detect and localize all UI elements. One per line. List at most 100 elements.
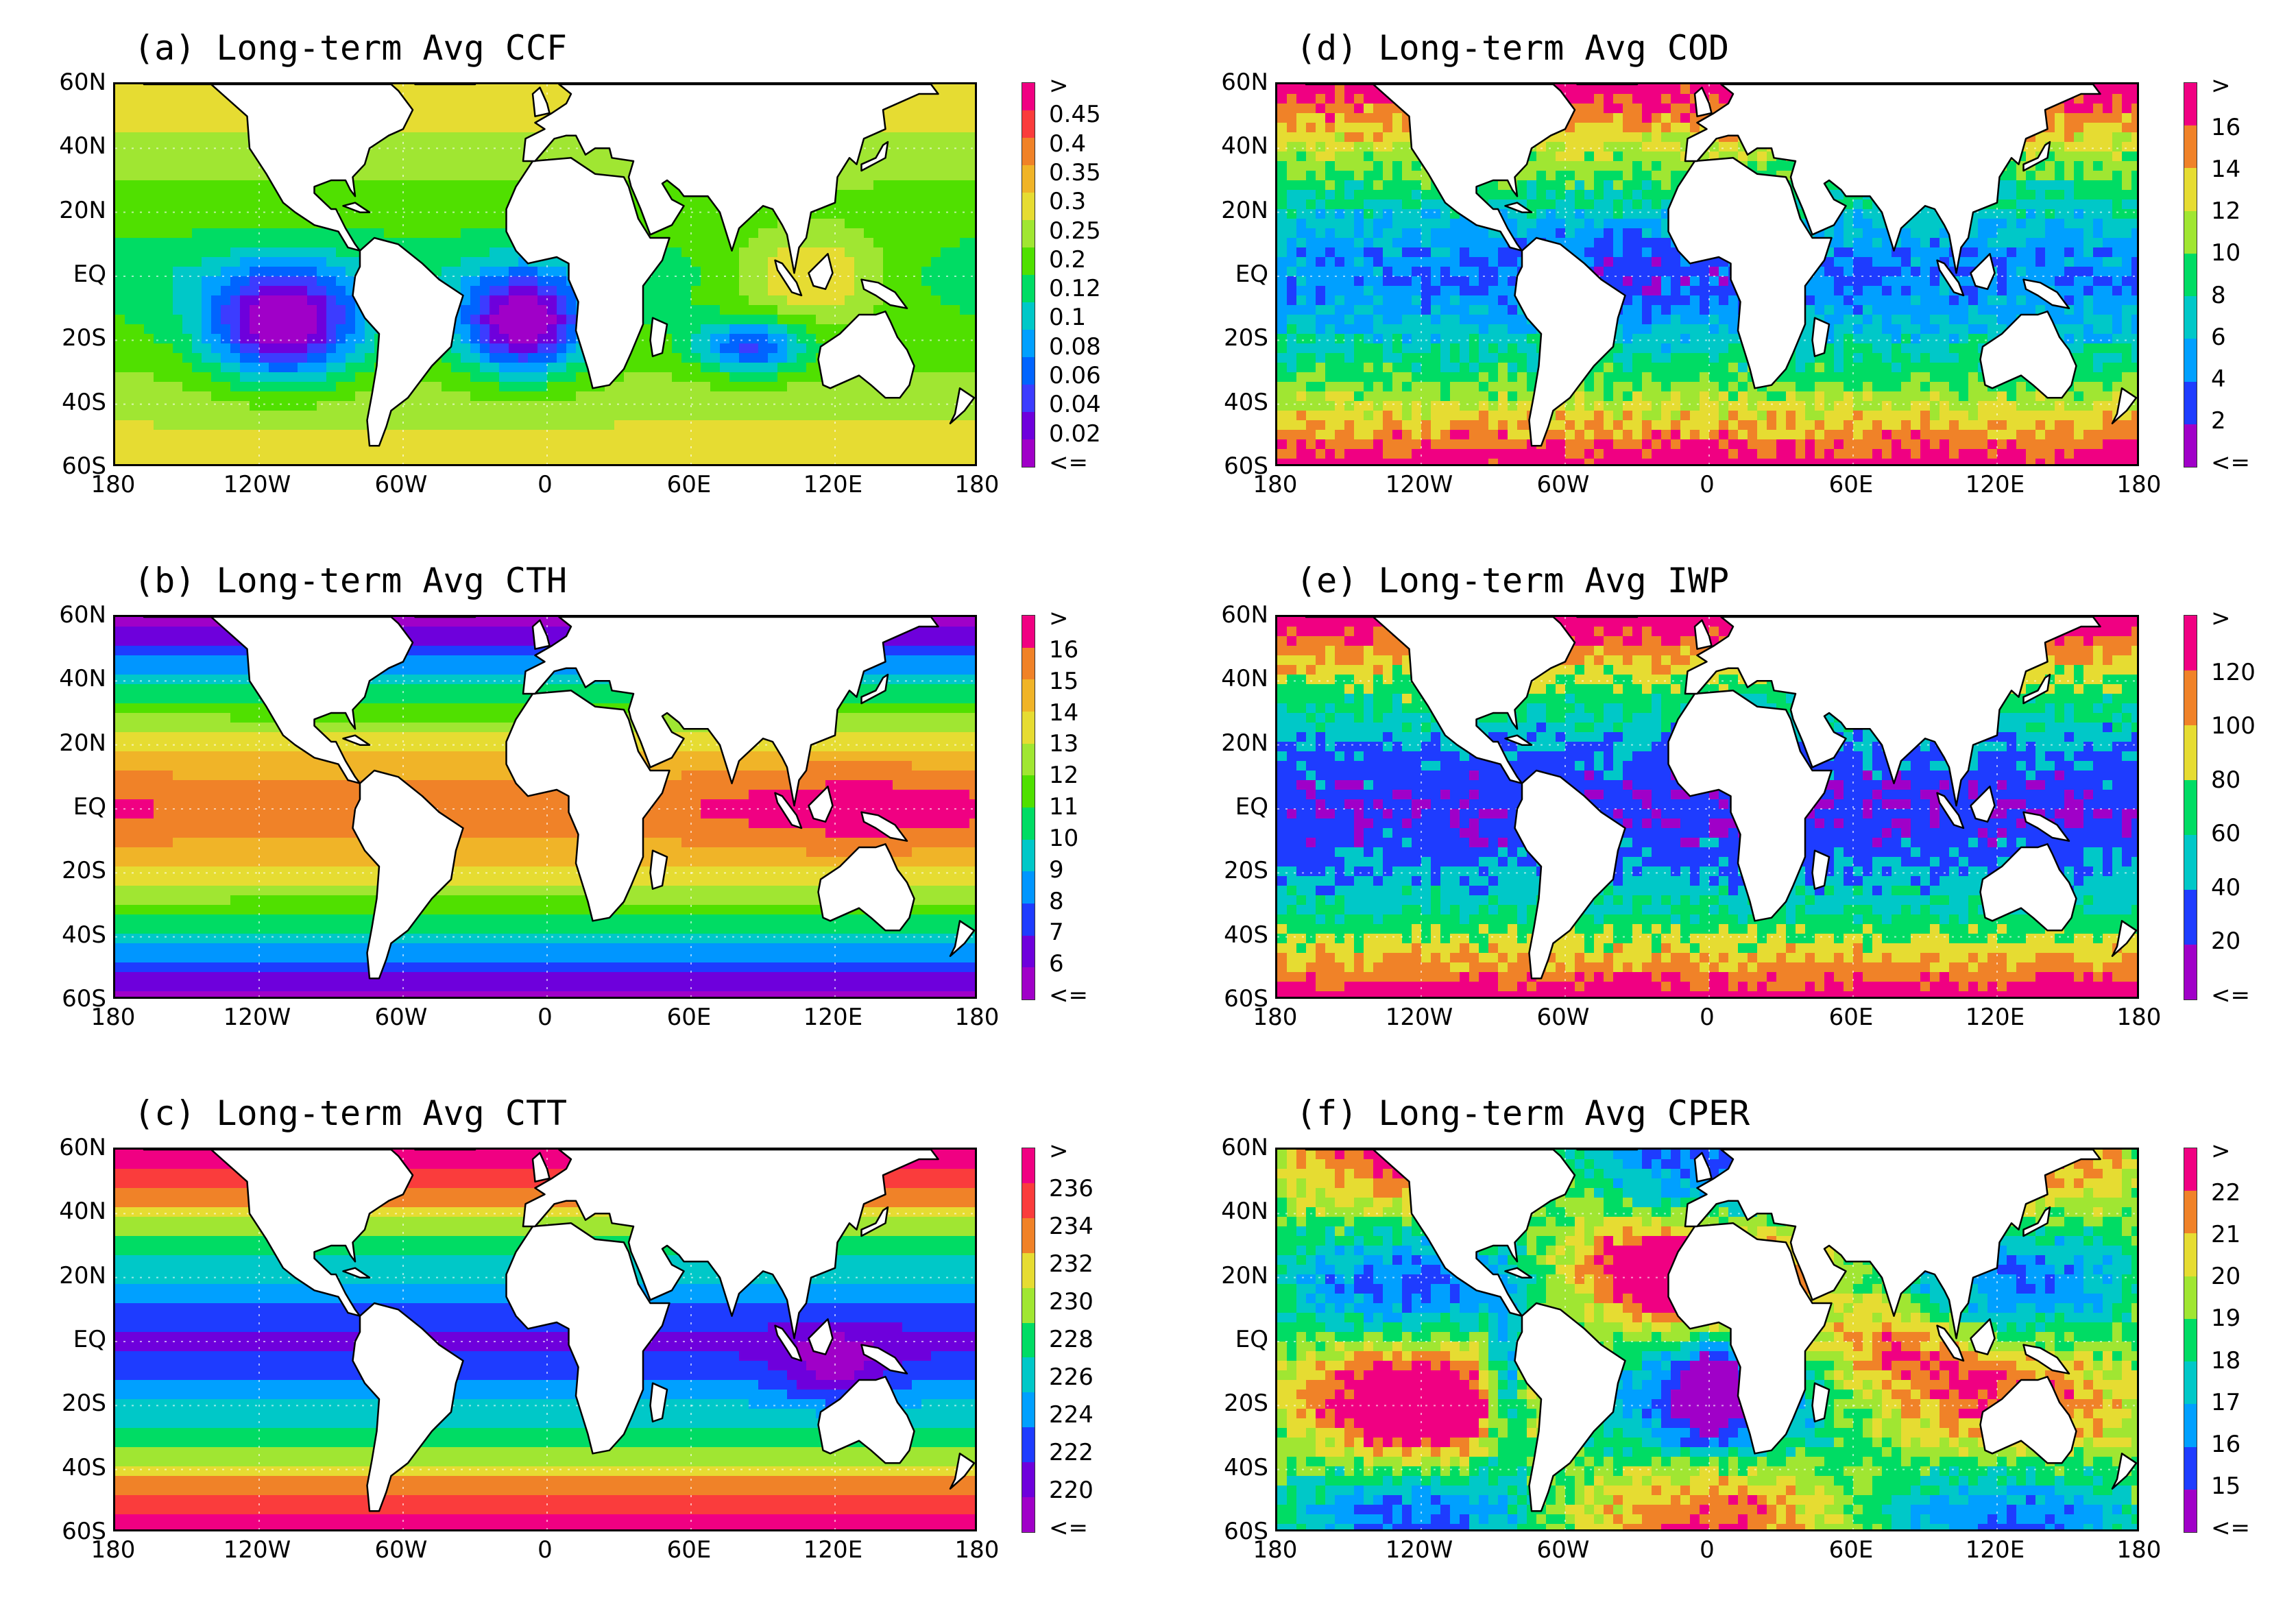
colorbar-segment	[1022, 1427, 1035, 1462]
lon-tick-label: 60W	[360, 1006, 442, 1029]
panel-title: (b) Long-term Avg CTH	[134, 560, 567, 601]
colorbar-segment	[1022, 1392, 1035, 1427]
colorbar-label: 0.12	[1049, 277, 1101, 300]
colorbar-label: >	[2211, 74, 2231, 97]
lat-tick-label: 20N	[24, 1264, 106, 1287]
colorbar-segment	[1022, 220, 1035, 247]
lon-tick-label: 120W	[1378, 473, 1460, 496]
colorbar-label: 224	[1049, 1403, 1093, 1427]
lon-tick-label: 180	[1234, 1006, 1316, 1029]
colorbar-label: 15	[1049, 670, 1078, 693]
lon-tick-label: 60W	[1522, 1006, 1604, 1029]
colorbar-segment	[1022, 412, 1035, 439]
lat-tick-label: 60N	[1186, 603, 1268, 627]
colorbar-segment	[2184, 83, 2197, 125]
colorbar-label: 19	[2211, 1307, 2240, 1330]
colorbar-cper	[2184, 1148, 2197, 1533]
lat-tick-label: 60N	[24, 1136, 106, 1159]
lon-tick-label: 180	[2098, 1538, 2180, 1562]
colorbar-label: 236	[1049, 1177, 1093, 1200]
colorbar-label: 7	[1049, 921, 1064, 944]
colorbar-label: 17	[2211, 1391, 2240, 1414]
lon-tick-label: 120E	[792, 473, 874, 496]
lat-tick-label: 20S	[24, 326, 106, 350]
colorbar-segment	[2184, 725, 2197, 780]
colorbar-segment	[1022, 439, 1035, 467]
colorbar-label: 60	[2211, 822, 2240, 845]
lon-tick-label: 120W	[1378, 1538, 1460, 1562]
map-cod	[1275, 82, 2139, 466]
colorbar-segment	[2184, 1233, 2197, 1276]
lat-tick-label: 20S	[1186, 326, 1268, 350]
lat-tick-label: 20S	[1186, 1392, 1268, 1415]
colorbar-segment	[1022, 648, 1035, 680]
colorbar-label: <=	[2211, 1516, 2250, 1540]
colorbar-segment	[1022, 967, 1035, 999]
colorbar-segment	[1022, 138, 1035, 165]
map-canvas-iwp	[1277, 617, 2139, 999]
colorbar-segment	[1022, 679, 1035, 712]
colorbar-segment	[2184, 1447, 2197, 1490]
lat-tick-label: 20N	[1186, 1264, 1268, 1287]
colorbar-label: 16	[2211, 116, 2240, 139]
colorbar-segment	[1022, 840, 1035, 872]
lon-tick-label: 120E	[792, 1538, 874, 1562]
colorbar-label: 228	[1049, 1328, 1093, 1351]
colorbar-segment	[2184, 296, 2197, 339]
colorbar-segment	[1022, 247, 1035, 275]
colorbar-segment	[1022, 616, 1035, 648]
lon-tick-label: 60W	[360, 473, 442, 496]
colorbar-label: 0.04	[1049, 393, 1101, 416]
colorbar-label: >	[1049, 1139, 1069, 1163]
colorbar-segment	[2184, 1361, 2197, 1404]
map-cth	[113, 615, 977, 999]
colorbar-segment	[1022, 936, 1035, 968]
colorbar-segment	[1022, 302, 1035, 330]
colorbar-segment	[2184, 780, 2197, 835]
lat-tick-label: 40S	[1186, 1456, 1268, 1479]
colorbar-label: >	[1049, 74, 1069, 97]
colorbar-segment	[1022, 1253, 1035, 1288]
lon-tick-label: 60E	[648, 473, 730, 496]
colorbar-segment	[2184, 890, 2197, 945]
colorbar-segment	[2184, 125, 2197, 168]
lat-tick-label: 20S	[24, 859, 106, 882]
colorbar-segment	[1022, 357, 1035, 385]
colorbar-label: <=	[1049, 1516, 1088, 1540]
colorbar-cod	[2184, 82, 2197, 468]
lon-tick-label: 180	[2098, 473, 2180, 496]
colorbar-segment	[2184, 670, 2197, 725]
lat-tick-label: 40N	[1186, 134, 1268, 158]
colorbar-segment	[1022, 1288, 1035, 1323]
colorbar-segment	[2184, 835, 2197, 890]
colorbar-label: 0.2	[1049, 248, 1086, 271]
colorbar-label: 12	[1049, 764, 1078, 787]
colorbar-segment	[2184, 1319, 2197, 1361]
colorbar-segment	[1022, 1218, 1035, 1253]
colorbar-label: 0.35	[1049, 161, 1101, 184]
colorbar-label: 20	[2211, 930, 2240, 953]
lon-tick-label: 180	[1234, 1538, 1316, 1562]
lon-tick-label: 120W	[216, 1538, 298, 1562]
colorbar-label: 16	[1049, 638, 1078, 662]
lat-tick-label: 60N	[1186, 71, 1268, 94]
colorbar-label: <=	[1049, 451, 1088, 474]
colorbar-cth	[1022, 615, 1035, 1000]
colorbar-segment	[1022, 1323, 1035, 1358]
lat-tick-label: EQ	[24, 263, 106, 286]
colorbar-label: 18	[2211, 1349, 2240, 1372]
panel-title: (f) Long-term Avg CPER	[1296, 1093, 1750, 1134]
lat-tick-label: EQ	[24, 1328, 106, 1351]
colorbar-label: <=	[2211, 984, 2250, 1007]
lat-tick-label: 60N	[24, 603, 106, 627]
lon-tick-label: 180	[936, 1538, 1018, 1562]
lat-tick-label: 20S	[1186, 859, 1268, 882]
colorbar-segment	[1022, 165, 1035, 193]
lon-tick-label: 120W	[216, 473, 298, 496]
colorbar-segment	[1022, 1462, 1035, 1497]
colorbar-label: 40	[2211, 876, 2240, 899]
map-ctt	[113, 1148, 977, 1531]
